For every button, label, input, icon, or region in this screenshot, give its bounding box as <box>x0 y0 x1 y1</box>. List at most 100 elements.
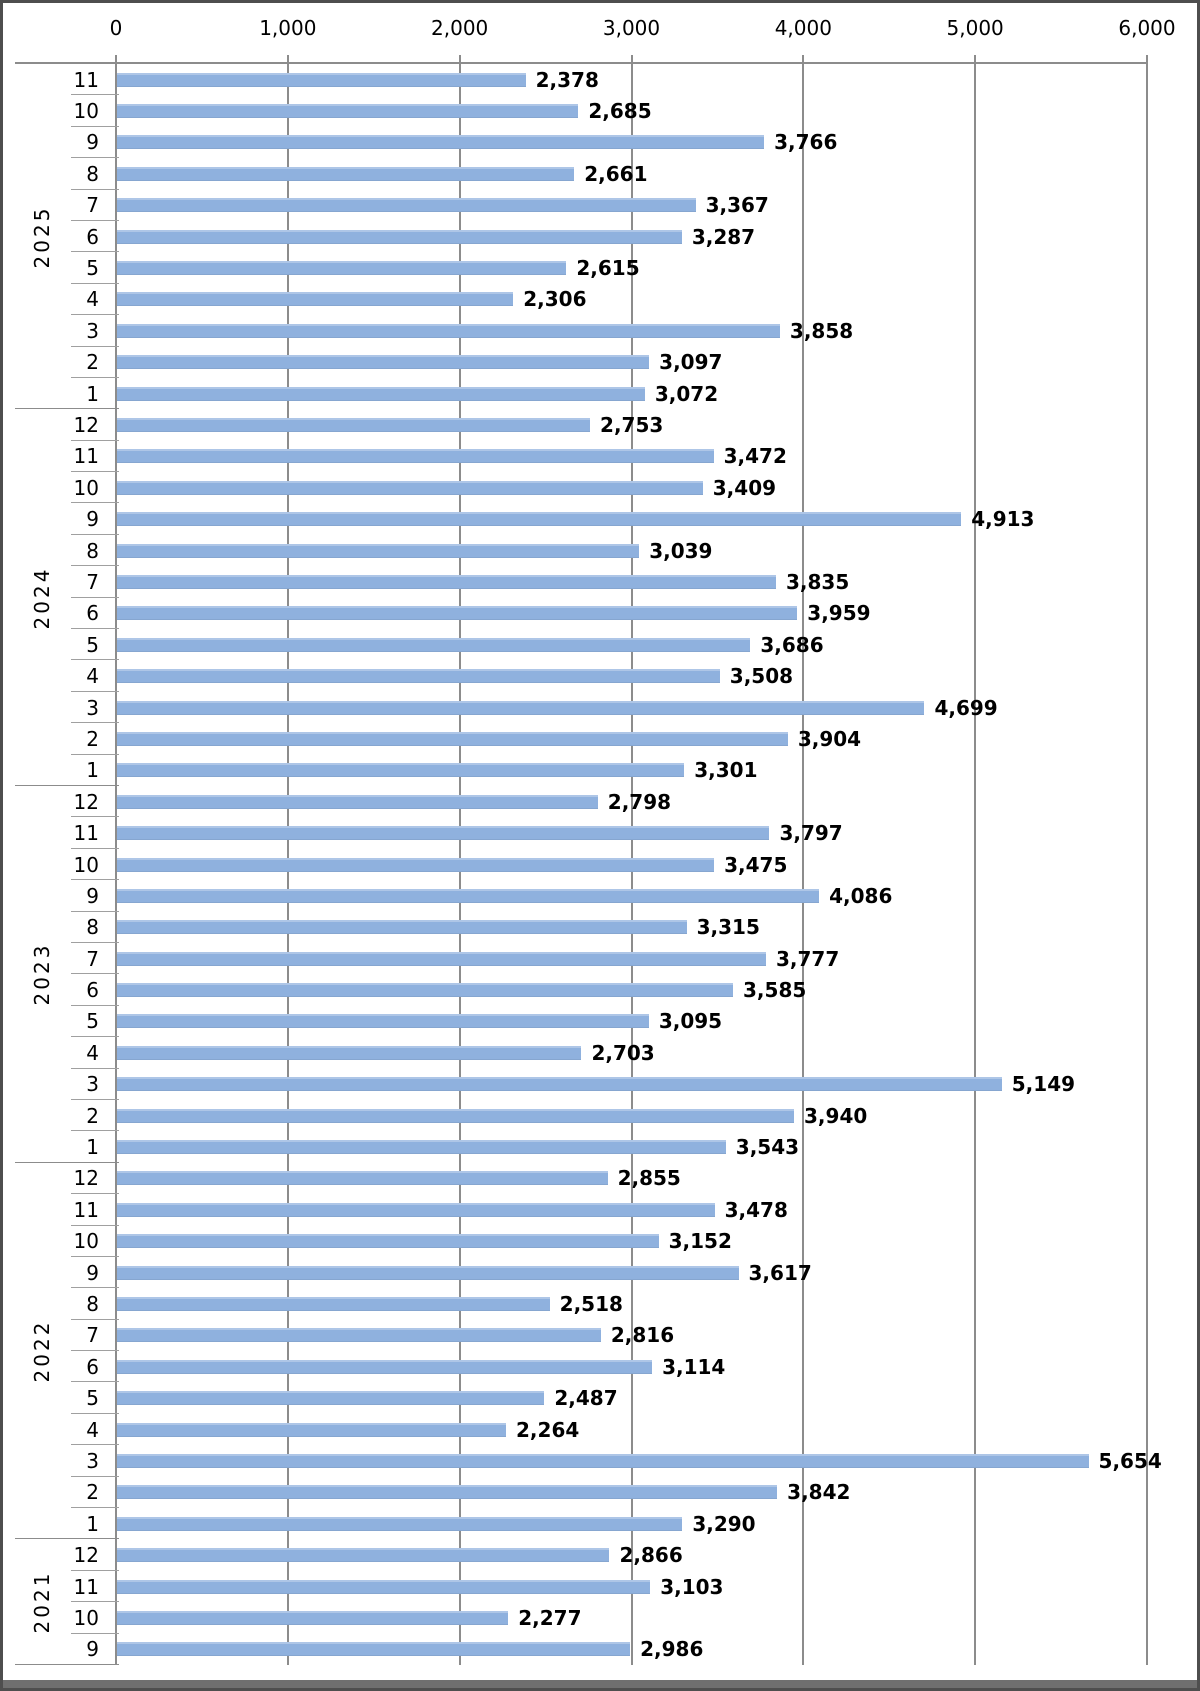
axis-tick-mark <box>1146 55 1148 64</box>
bar <box>117 637 751 652</box>
month-label: 9 <box>86 883 99 908</box>
month-tick-line <box>71 282 119 284</box>
month-tick-line <box>71 690 119 692</box>
month-label: 8 <box>86 1291 99 1316</box>
bar <box>117 794 598 809</box>
month-tick-line <box>71 1130 119 1132</box>
bar <box>117 731 788 746</box>
bar <box>117 1265 739 1280</box>
month-tick-line <box>71 941 119 943</box>
month-label: 11 <box>73 1197 99 1222</box>
year-separator-line <box>15 785 119 787</box>
bar-value-label: 2,986 <box>640 1637 704 1662</box>
month-tick-line <box>71 816 119 818</box>
bar-value-label: 3,904 <box>797 726 862 751</box>
month-label: 6 <box>86 224 99 249</box>
bar <box>117 449 714 464</box>
month-label: 10 <box>73 852 99 877</box>
bar-value-label: 3,686 <box>760 632 824 657</box>
month-tick-line <box>71 1098 119 1100</box>
value-axis-line <box>15 62 1147 64</box>
month-tick-line <box>71 1067 119 1069</box>
bar-value-label: 4,913 <box>971 507 1035 532</box>
bar <box>117 292 514 307</box>
month-label: 8 <box>86 161 99 186</box>
month-tick-line <box>71 94 119 96</box>
axis-tick-mark <box>115 55 117 64</box>
year-separator-line <box>15 1161 119 1163</box>
bar-value-label: 2,816 <box>610 1323 675 1348</box>
month-label: 2 <box>86 726 99 751</box>
year-label: 2025 <box>30 205 54 269</box>
bar-value-label: 3,072 <box>654 381 719 406</box>
axis-tick-mark <box>630 55 633 64</box>
bar <box>117 104 579 119</box>
bar-value-label: 3,367 <box>705 193 769 218</box>
bar <box>117 763 685 778</box>
month-label: 12 <box>73 413 99 437</box>
month-label: 10 <box>73 99 99 124</box>
bar <box>117 1516 683 1531</box>
month-label: 7 <box>86 1323 99 1348</box>
month-label: 2 <box>86 1103 99 1128</box>
bar <box>117 543 640 558</box>
bar-value-label: 3,315 <box>696 915 760 940</box>
month-label: 10 <box>73 475 99 500</box>
month-tick-line <box>71 157 119 159</box>
month-label: 4 <box>86 1417 99 1442</box>
month-tick-line <box>71 345 119 347</box>
month-label: 7 <box>86 946 99 971</box>
bar-value-label: 5,654 <box>1098 1448 1162 1473</box>
month-label: 6 <box>86 1354 99 1379</box>
bar-value-label: 3,617 <box>748 1260 812 1285</box>
bar-value-label: 3,777 <box>776 946 840 971</box>
bar <box>117 920 687 935</box>
bar-value-label: 2,277 <box>518 1605 582 1630</box>
month-tick-line <box>71 973 119 975</box>
bottom-border-strip <box>3 1680 1197 1688</box>
month-label: 9 <box>86 1637 99 1662</box>
month-tick-line <box>71 847 119 849</box>
x-axis-tick-label: 4,000 <box>774 16 832 40</box>
bar <box>117 1422 507 1437</box>
month-label: 7 <box>86 569 99 594</box>
month-label: 8 <box>86 538 99 563</box>
month-tick-line <box>71 628 119 630</box>
bar <box>117 669 720 684</box>
month-tick-line <box>71 1601 119 1603</box>
bar <box>117 1610 509 1625</box>
bar <box>117 418 591 432</box>
bar <box>117 1045 582 1060</box>
bar-value-label: 3,290 <box>692 1511 756 1536</box>
bar-value-label: 4,086 <box>829 883 893 908</box>
bar <box>117 700 925 715</box>
month-tick-line <box>71 1255 119 1257</box>
month-tick-line <box>71 722 119 724</box>
bar <box>117 983 734 998</box>
month-label: 10 <box>73 1605 99 1630</box>
month-label: 4 <box>86 1040 99 1065</box>
bar <box>117 1328 601 1343</box>
month-tick-line <box>71 1632 119 1634</box>
year-separator-line <box>15 1664 119 1665</box>
x-axis-tick-label: 0 <box>109 16 123 40</box>
bar-value-label: 2,264 <box>516 1417 580 1442</box>
month-label: 3 <box>86 318 99 343</box>
year-label: 2024 <box>30 566 54 630</box>
bar-value-label: 3,152 <box>668 1229 732 1254</box>
month-tick-line <box>71 314 119 316</box>
bar-value-label: 3,842 <box>787 1480 851 1505</box>
month-tick-line <box>71 1318 119 1320</box>
axis-tick-mark <box>802 55 805 64</box>
bar <box>117 826 770 841</box>
axis-tick-mark <box>286 55 289 64</box>
month-label: 2 <box>86 1480 99 1505</box>
month-tick-line <box>71 1569 119 1571</box>
bar <box>117 1296 550 1311</box>
bar-value-label: 3,095 <box>658 1009 723 1034</box>
month-label: 11 <box>73 821 99 846</box>
bar-value-label: 3,543 <box>735 1135 800 1160</box>
bar <box>117 857 715 872</box>
bar-value-label: 4,699 <box>934 695 998 720</box>
